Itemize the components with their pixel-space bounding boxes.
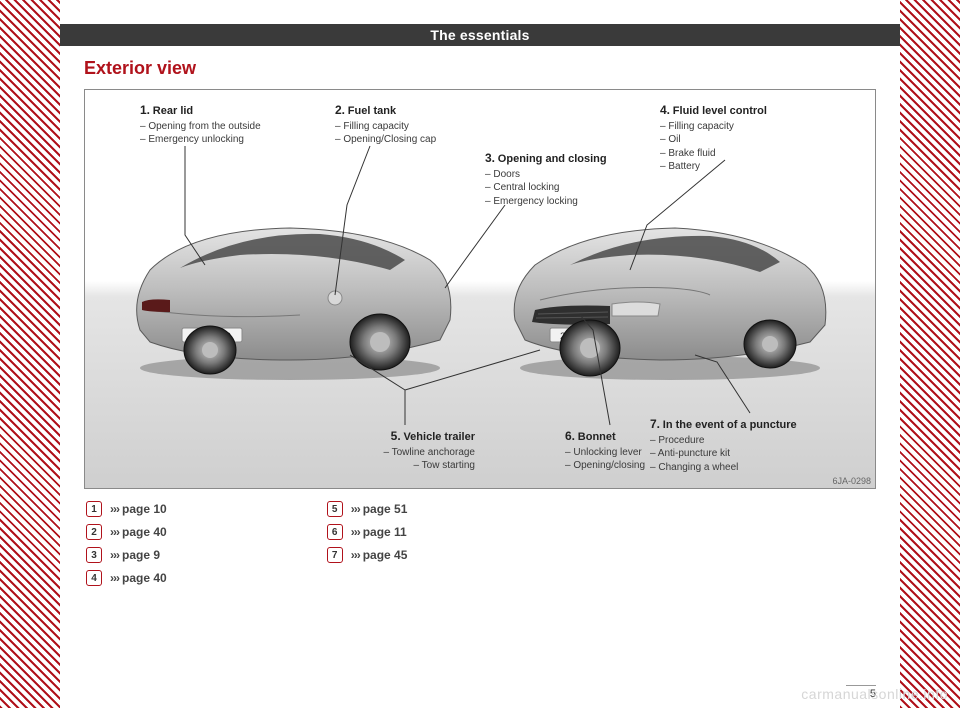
hatch-right xyxy=(900,0,960,708)
page-references: 1 ›››page 10 2 ›››page 40 3 ›››page 9 4 … xyxy=(84,501,876,586)
exterior-diagram: 0108 TL0 xyxy=(84,89,876,489)
callout-7: 7. In the event of a puncture Procedure … xyxy=(650,416,830,474)
ref-badge-2: 2 xyxy=(86,524,102,540)
ref-3: 3 ›››page 9 xyxy=(86,547,167,563)
page-content: The essentials Exterior view xyxy=(60,0,900,708)
section-title: Exterior view xyxy=(84,58,876,79)
callout-1: 1. Rear lid Opening from the outside Eme… xyxy=(140,102,310,147)
callout-2: 2. Fuel tank Filling capacity Opening/Cl… xyxy=(335,102,495,147)
ref-badge-3: 3 xyxy=(86,547,102,563)
ref-badge-4: 4 xyxy=(86,570,102,586)
watermark: carmanualsonline.info xyxy=(801,686,948,702)
ref-badge-7: 7 xyxy=(327,547,343,563)
chapter-header: The essentials xyxy=(60,24,900,46)
refs-col-left: 1 ›››page 10 2 ›››page 40 3 ›››page 9 4 … xyxy=(86,501,167,586)
callout-3: 3. Opening and closing Doors Central loc… xyxy=(485,150,645,208)
refs-col-right: 5 ›››page 51 6 ›››page 11 7 ›››page 45 xyxy=(327,501,408,586)
ref-5: 5 ›››page 51 xyxy=(327,501,408,517)
figure-code: 6JA-0298 xyxy=(832,476,871,486)
ref-4: 4 ›››page 40 xyxy=(86,570,167,586)
hatch-left xyxy=(0,0,60,708)
callout-4: 4. Fluid level control Filling capacity … xyxy=(660,102,830,174)
ref-6: 6 ›››page 11 xyxy=(327,524,408,540)
car-rear-view: 0108 TL0 xyxy=(120,210,460,380)
ref-badge-6: 6 xyxy=(327,524,343,540)
callout-5: 5. Vehicle trailer Towline anchorage Tow… xyxy=(340,428,475,473)
ref-2: 2 ›››page 40 xyxy=(86,524,167,540)
ref-1: 1 ›››page 10 xyxy=(86,501,167,517)
ref-badge-1: 1 xyxy=(86,501,102,517)
ref-badge-5: 5 xyxy=(327,501,343,517)
car-front-view: 2206 TL0 xyxy=(500,210,840,380)
ref-7: 7 ›››page 45 xyxy=(327,547,408,563)
